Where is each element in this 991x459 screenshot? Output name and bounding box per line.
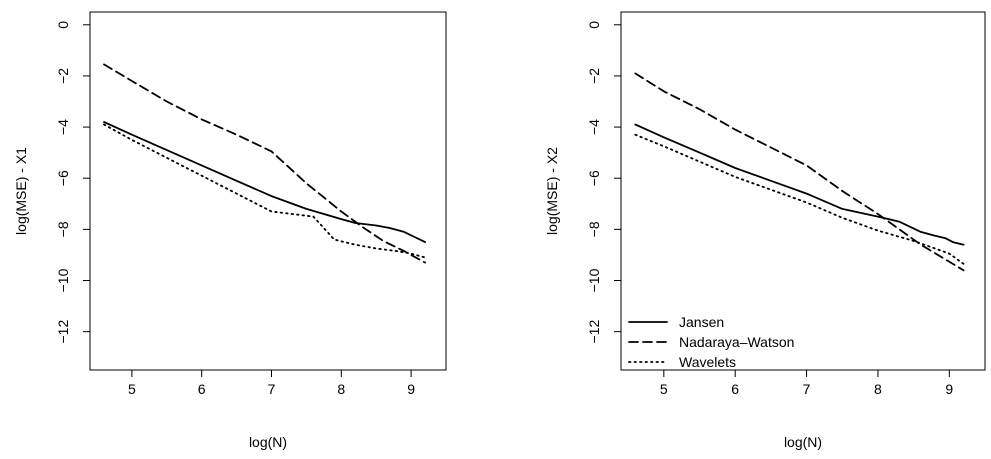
plot-frame bbox=[89, 11, 447, 371]
legend-label: Jansen bbox=[679, 314, 724, 330]
y-tick-label: −12 bbox=[586, 320, 602, 344]
y-tick-label: −2 bbox=[55, 68, 71, 84]
y-tick-label: −10 bbox=[55, 268, 71, 292]
y-tick-label: −6 bbox=[55, 170, 71, 186]
x-axis-title: log(N) bbox=[249, 434, 287, 450]
x-tick-label: 9 bbox=[407, 381, 415, 397]
y-tick-label: −6 bbox=[586, 170, 602, 186]
y-tick-label: −4 bbox=[55, 119, 71, 135]
plot-frame bbox=[620, 11, 986, 371]
chart-panel-left: 5 6 7 8 9 0 −2 −4 −6 −8 −10 −12 log(N) log(MSE) - X1 bbox=[13, 11, 447, 450]
x-axis-title: log(N) bbox=[784, 434, 822, 450]
y-tick-label: −8 bbox=[55, 221, 71, 237]
y-tick-label: −10 bbox=[586, 268, 602, 292]
y-tick-label: 0 bbox=[55, 21, 71, 29]
series-line-solid bbox=[103, 121, 427, 244]
x-tick-label: 8 bbox=[337, 381, 345, 397]
x-tick-label: 5 bbox=[660, 381, 668, 397]
x-tick-label: 5 bbox=[128, 381, 136, 397]
y-axis-title: log(MSE) - X1 bbox=[13, 147, 29, 235]
series-line-dashed bbox=[634, 72, 965, 272]
y-tick-label: −12 bbox=[55, 320, 71, 344]
y-tick-label: −8 bbox=[586, 221, 602, 237]
y-tick-label: −4 bbox=[586, 119, 602, 135]
x-tick-label: 8 bbox=[874, 381, 882, 397]
series-line-dotted bbox=[103, 123, 427, 259]
chart-panel-right: 5 6 7 8 9 0 −2 −4 −6 −8 −10 −12 log(N) log(MSE) - X2 J… bbox=[544, 11, 986, 450]
legend: Jansen Nadaraya–Watson Wavelets bbox=[628, 314, 794, 370]
x-tick-label: 6 bbox=[198, 381, 206, 397]
series-line-dashed bbox=[103, 63, 427, 264]
legend-label: Nadaraya–Watson bbox=[679, 334, 794, 350]
y-tick-label: −2 bbox=[586, 68, 602, 84]
legend-label: Wavelets bbox=[679, 354, 736, 370]
x-tick-label: 6 bbox=[731, 381, 739, 397]
series-line-solid bbox=[634, 123, 965, 246]
y-axis-title: log(MSE) - X2 bbox=[544, 147, 560, 235]
series-line-dotted bbox=[634, 133, 965, 265]
x-tick-label: 9 bbox=[945, 381, 953, 397]
x-tick-label: 7 bbox=[803, 381, 811, 397]
x-tick-label: 7 bbox=[268, 381, 276, 397]
y-tick-label: 0 bbox=[586, 21, 602, 29]
